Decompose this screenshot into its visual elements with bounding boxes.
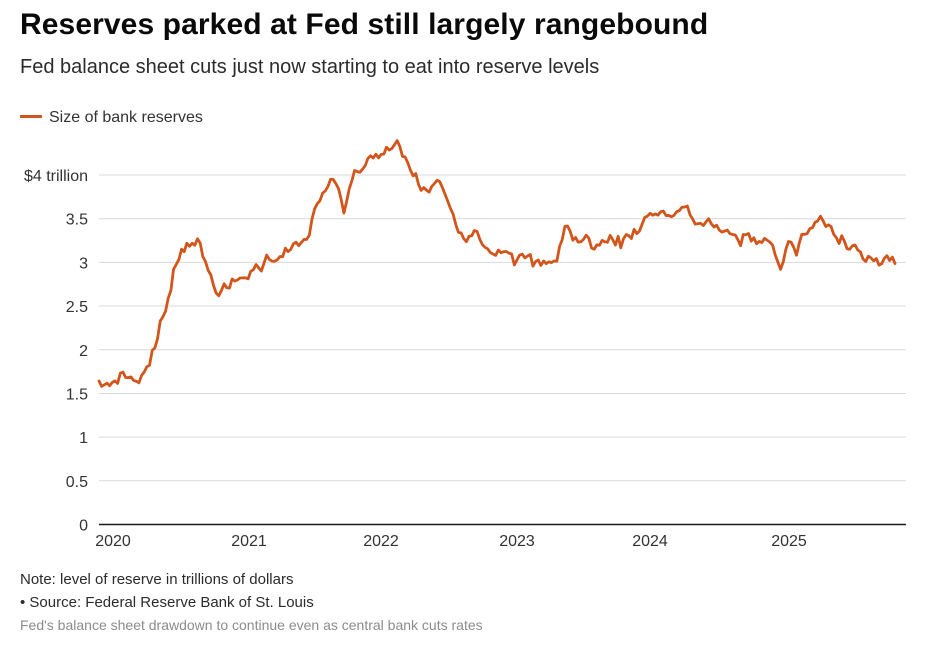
svg-text:2024: 2024 [632, 533, 668, 550]
svg-text:$4 trillion: $4 trillion [24, 168, 88, 185]
svg-text:0.5: 0.5 [66, 474, 88, 491]
svg-text:1.5: 1.5 [66, 386, 88, 403]
svg-text:3.5: 3.5 [66, 212, 88, 229]
svg-text:2020: 2020 [95, 533, 131, 550]
svg-text:2025: 2025 [771, 533, 807, 550]
svg-text:1: 1 [79, 430, 88, 447]
svg-text:3: 3 [79, 255, 88, 272]
svg-text:0: 0 [79, 518, 88, 535]
svg-text:2022: 2022 [363, 533, 399, 550]
svg-text:2.5: 2.5 [66, 299, 88, 316]
svg-text:2: 2 [79, 343, 88, 360]
svg-text:2021: 2021 [231, 533, 267, 550]
svg-text:2023: 2023 [499, 533, 535, 550]
